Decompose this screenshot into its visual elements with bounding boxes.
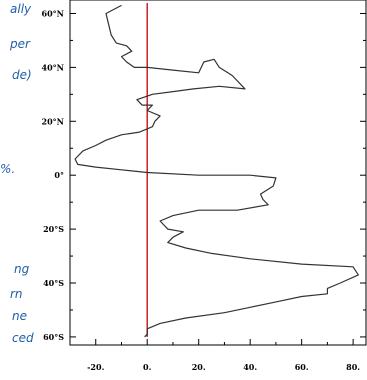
caption-fragment: ally xyxy=(10,2,32,16)
caption-fragment: ne xyxy=(12,309,27,323)
x-tick-label: -20. xyxy=(87,362,104,372)
y-tick-label: 20°S xyxy=(43,224,64,234)
x-tick-label: 20. xyxy=(192,362,206,372)
x-tick-label: 0. xyxy=(143,362,152,372)
y-tick-label: 40°S xyxy=(43,278,64,288)
caption-fragment: per xyxy=(10,37,30,51)
caption-fragment: %. xyxy=(0,162,16,176)
caption-fragment: de) xyxy=(12,68,32,82)
series-line xyxy=(74,4,359,338)
y-tick-label: 60°N xyxy=(42,8,64,18)
caption-fragment: ng xyxy=(14,262,30,276)
plot-frame xyxy=(69,0,367,346)
y-axis: 60°N 40°N 20°N 0° 20°S 40°S 60°S xyxy=(42,8,366,342)
y-tick-label: 20°N xyxy=(42,116,64,126)
caption-fragment: rn xyxy=(10,287,23,301)
x-tick-label: 60. xyxy=(295,362,309,372)
caption-fragment: ced xyxy=(12,331,34,345)
x-tick-label: 40. xyxy=(243,362,257,372)
x-axis: -20. 0. 20. 40. 60. 80. xyxy=(87,339,360,372)
plot-border xyxy=(69,0,367,346)
y-tick-label: 0° xyxy=(54,170,64,180)
x-tick-label: 80. xyxy=(346,362,360,372)
series-group xyxy=(74,4,359,338)
y-tick-label: 40°N xyxy=(42,62,64,72)
y-tick-label: 60°S xyxy=(43,332,64,342)
